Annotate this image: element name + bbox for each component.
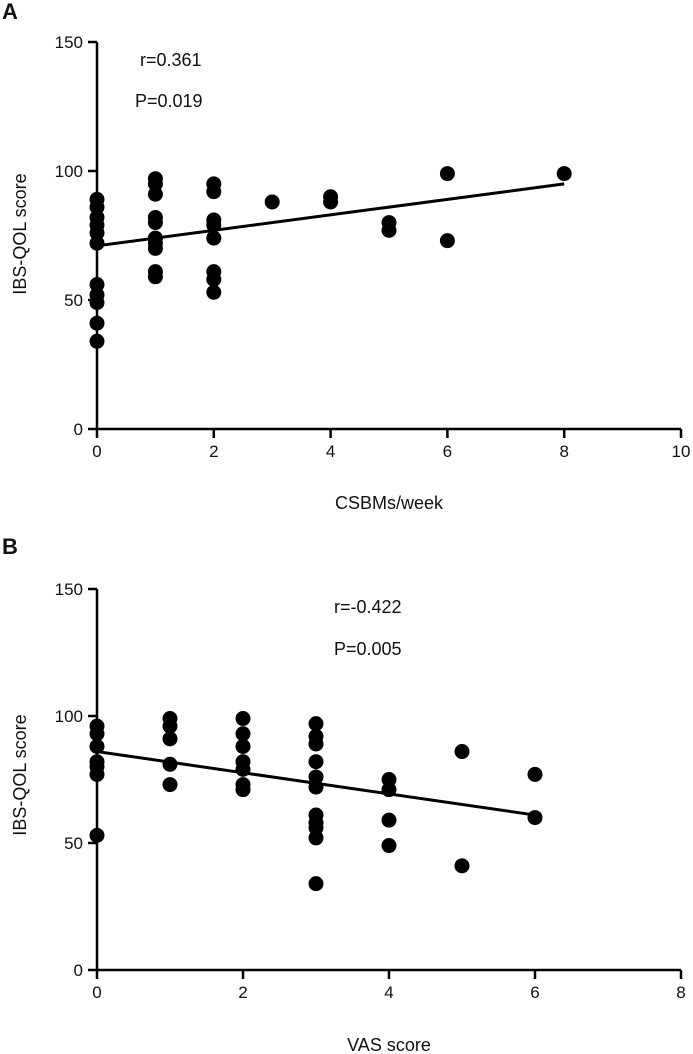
panel-a-data-point xyxy=(439,166,455,182)
panel-b-label: B xyxy=(2,534,18,559)
panel-b-data-point xyxy=(235,761,251,777)
panel-a-data-point xyxy=(89,315,105,331)
panel-a-x-axis-label: CSBMs/week xyxy=(335,493,444,513)
panel-a-y-tick-label: 150 xyxy=(55,33,83,52)
panel-a-x-tick-label: 8 xyxy=(559,442,568,461)
panel-a-data-point xyxy=(556,166,572,182)
panel-b-data-point xyxy=(308,830,324,846)
panel-a-p-value: P=0.019 xyxy=(135,91,203,111)
panel-a-y-tick-label: 100 xyxy=(55,162,83,181)
panel-a-data-point xyxy=(323,194,339,210)
panel-a-y-tick-label: 50 xyxy=(64,291,83,310)
panel-b-data-point xyxy=(308,736,324,752)
panel-b-data-point xyxy=(454,858,470,874)
panel-b-x-tick-label: 2 xyxy=(238,983,247,1002)
panel-a-data-point xyxy=(147,215,163,231)
panel-b-data-point xyxy=(381,782,397,798)
panel-a-x-tick-label: 4 xyxy=(326,442,335,461)
panel-a-x-tick-label: 2 xyxy=(209,442,218,461)
panel-a-data-point xyxy=(89,295,105,311)
panel-b-data-point xyxy=(381,812,397,828)
panel-b-data-point xyxy=(89,738,105,754)
panel-b-r-value: r=-0.422 xyxy=(334,597,402,617)
panel-b-y-axis-label: IBS-QOL score xyxy=(10,714,30,835)
panel-b-data-point xyxy=(527,810,543,826)
panel-a-data-point xyxy=(206,284,222,300)
panel-b-data-point xyxy=(381,838,397,854)
panel-b-data-point xyxy=(308,779,324,795)
panel-b-data-point xyxy=(308,754,324,770)
panel-b-data-point xyxy=(162,731,178,747)
panel-b-data-point xyxy=(454,744,470,760)
panel-b-data-point xyxy=(308,876,324,892)
panel-b-x-axis-label: VAS score xyxy=(347,1035,431,1054)
panel-a-x-tick-label: 6 xyxy=(443,442,452,461)
panel-a-data-point xyxy=(206,217,222,233)
panel-b-x-tick-label: 0 xyxy=(92,983,101,1002)
panel-a-data-point xyxy=(89,333,105,349)
panel-a-data-point xyxy=(206,230,222,246)
panel-a-data-point xyxy=(147,186,163,202)
panel-b-p-value: P=0.005 xyxy=(334,639,402,659)
panel-b-data-point xyxy=(162,777,178,793)
panel-b-data-point xyxy=(235,726,251,742)
panel-a-label: A xyxy=(2,0,18,24)
panel-b-x-tick-label: 8 xyxy=(676,983,685,1002)
panel-a: A 0 50 100 150 0 2 4 6 8 10 r=0.361 P=0.019 CSBMs… xyxy=(2,0,690,513)
panel-a-data-point xyxy=(89,199,105,215)
panel-b-data-point xyxy=(235,738,251,754)
panel-b-plot: 0 50 100 150 0 2 4 6 8 xyxy=(55,580,686,1002)
panel-a-data-point xyxy=(206,271,222,287)
panel-a-data-point xyxy=(147,176,163,192)
panel-b-data-point xyxy=(89,726,105,742)
panel-a-data-point xyxy=(147,240,163,256)
panel-a-y-axis-label: IBS-QOL score xyxy=(10,173,30,294)
panel-a-data-point xyxy=(89,225,105,241)
panel-b-data-point xyxy=(162,718,178,734)
panel-a-plot: 0 50 100 150 0 2 4 6 8 10 xyxy=(55,33,691,461)
panel-a-r-value: r=0.361 xyxy=(140,50,202,70)
panel-b-x-tick-label: 4 xyxy=(384,983,393,1002)
panel-b-y-tick-label: 50 xyxy=(64,834,83,853)
panel-a-data-point xyxy=(89,277,105,293)
panel-b-data-point xyxy=(308,716,324,732)
panel-a-data-point xyxy=(439,233,455,249)
panel-a-regression-line xyxy=(96,182,565,248)
panel-b-y-tick-label: 100 xyxy=(55,707,83,726)
panel-a-x-tick-label: 10 xyxy=(672,442,691,461)
panel-b-data-point xyxy=(235,711,251,727)
panel-b: B 0 50 100 150 0 2 4 6 8 r=-0.422 P=0.005 VAS sc… xyxy=(2,534,686,1054)
panel-b-y-tick-label: 0 xyxy=(74,961,83,980)
panel-b-data-point xyxy=(89,766,105,782)
panel-a-data-point xyxy=(264,194,280,210)
panel-a-data-point xyxy=(147,269,163,285)
panel-b-data-point xyxy=(235,782,251,798)
panel-b-data-point xyxy=(89,827,105,843)
panel-a-data-point xyxy=(206,184,222,200)
panel-a-data-point xyxy=(89,235,105,251)
panel-b-y-tick-label: 150 xyxy=(55,580,83,599)
panel-b-data-point xyxy=(527,766,543,782)
panel-b-x-tick-label: 6 xyxy=(530,983,539,1002)
panel-a-data-point xyxy=(381,222,397,238)
panel-a-y-tick-label: 0 xyxy=(74,420,83,439)
panel-b-data-point xyxy=(162,756,178,772)
panel-a-x-tick-label: 0 xyxy=(92,442,101,461)
